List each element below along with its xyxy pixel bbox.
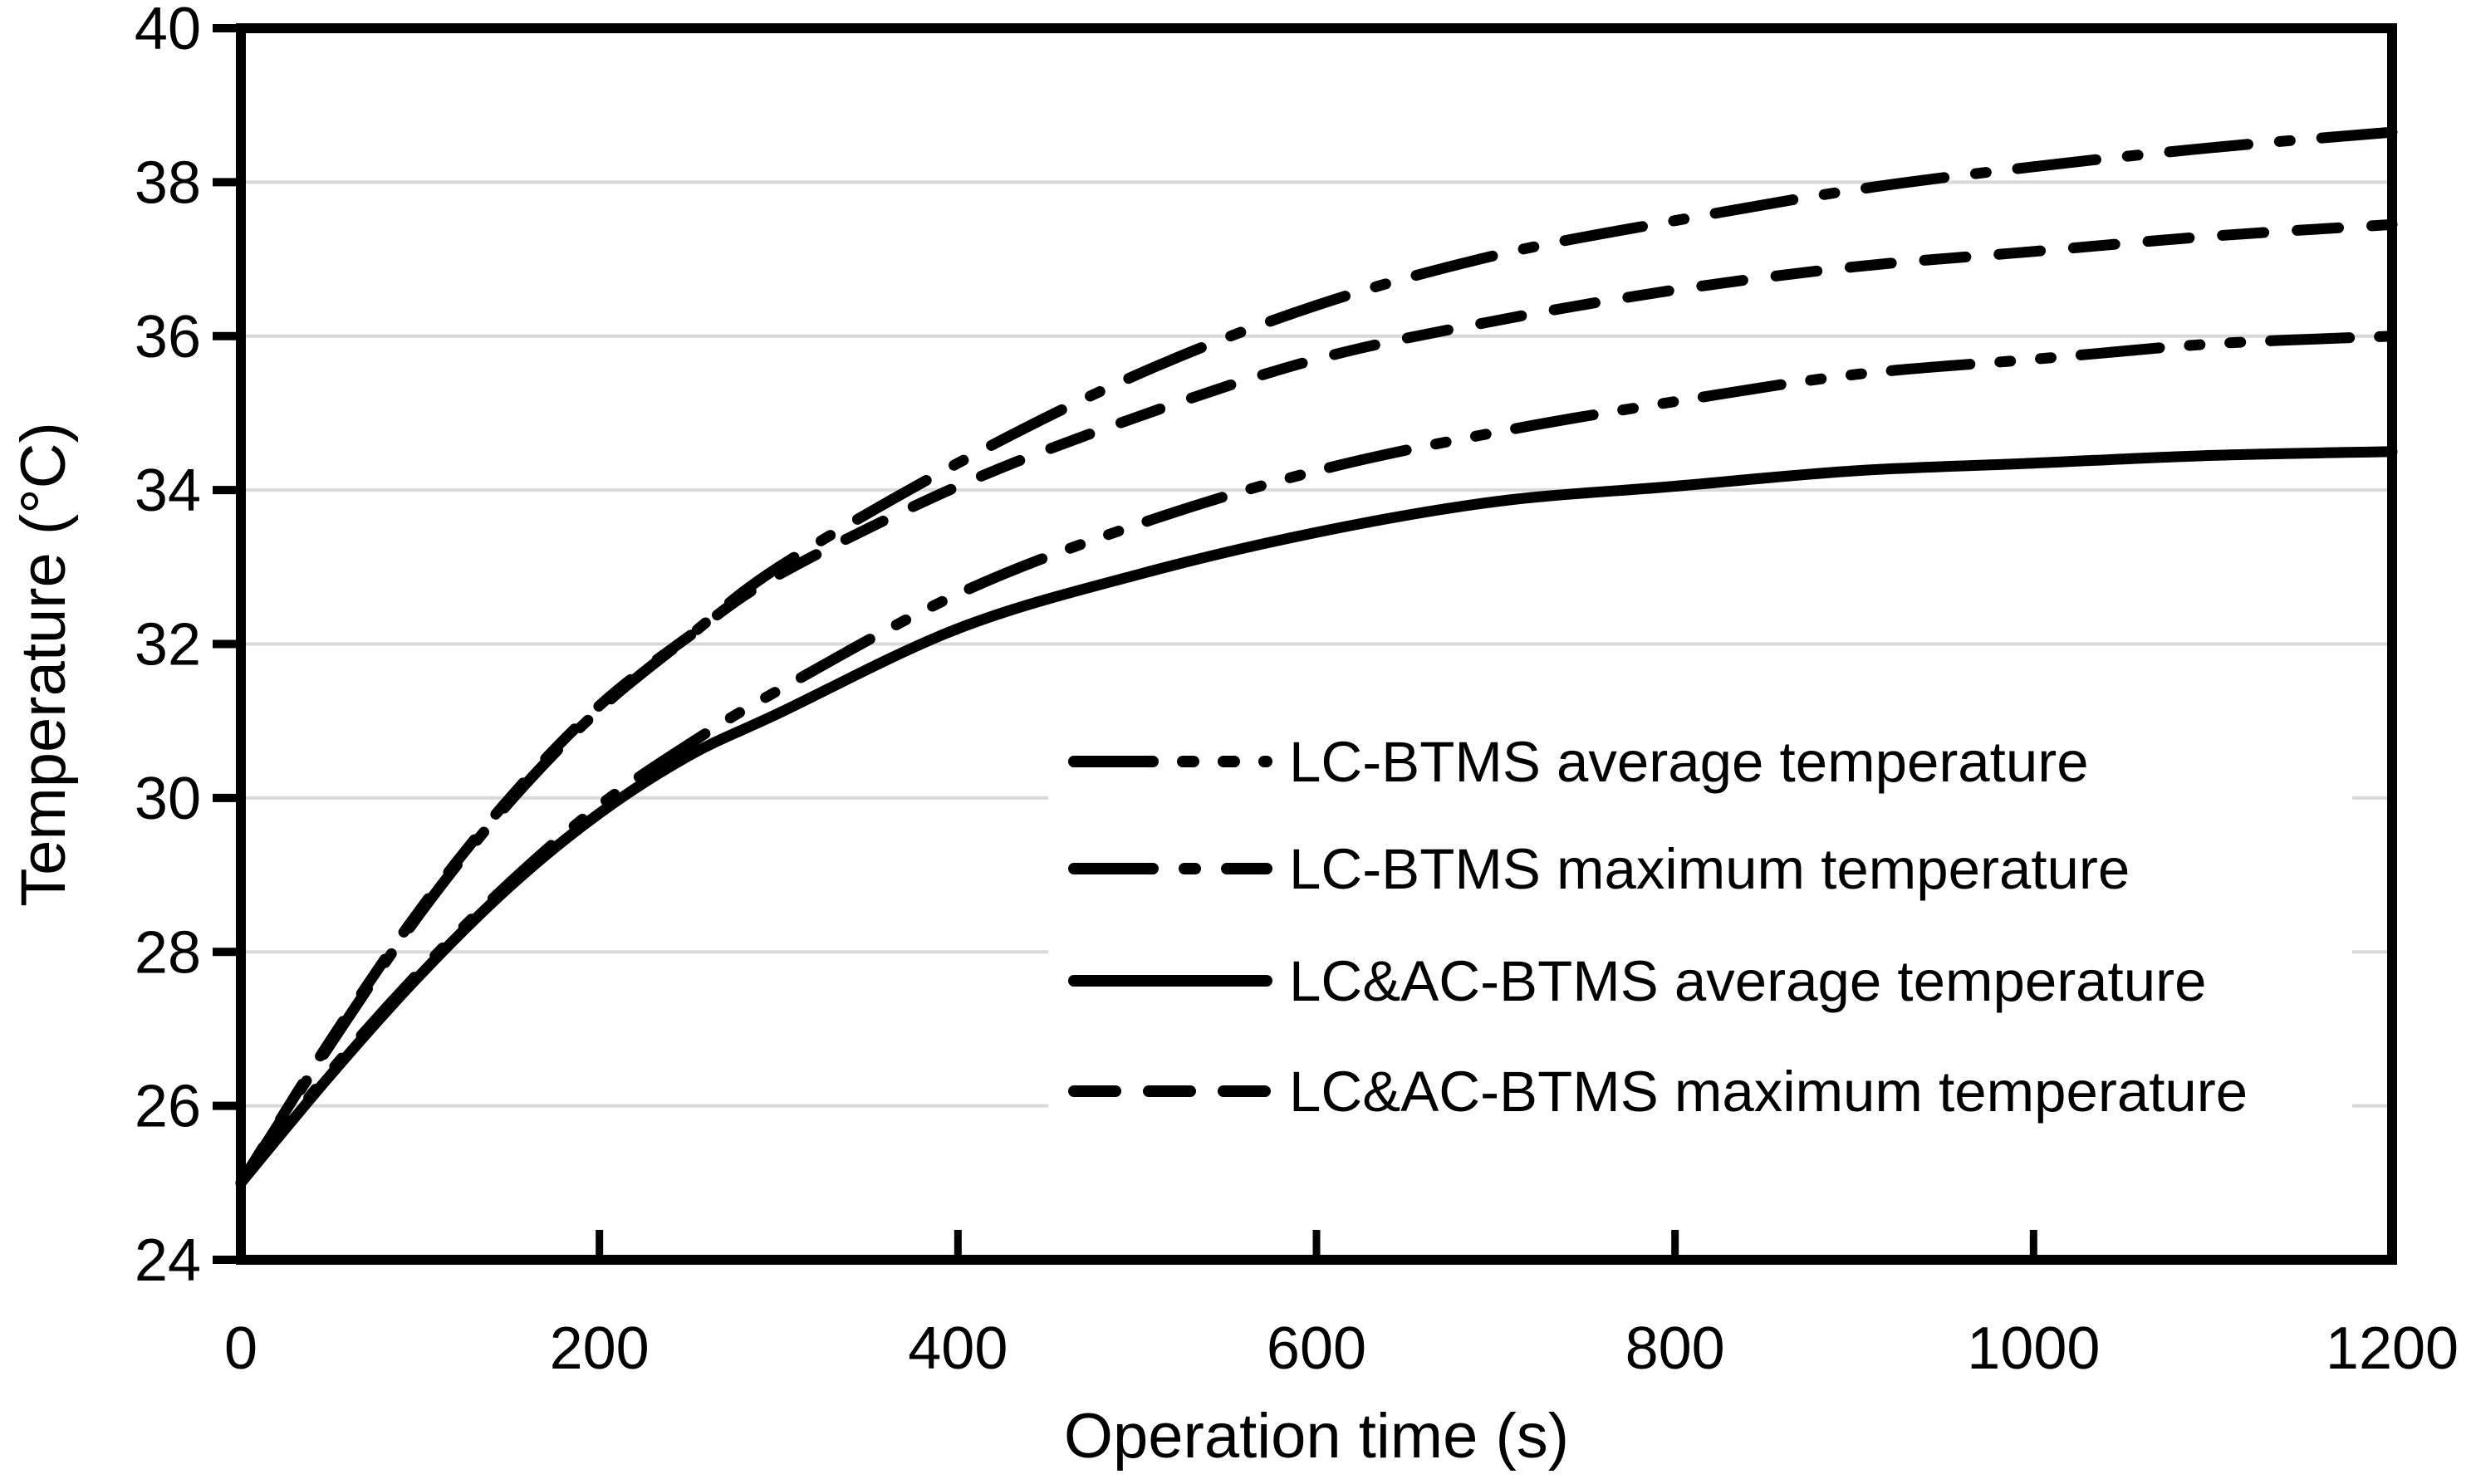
y-tick-label: 26 [135, 1074, 201, 1140]
y-axis-title: Temperature (°C) [8, 422, 79, 907]
legend-item: LC-BTMS maximum temperature [1068, 837, 2130, 901]
plot-border [236, 23, 2397, 1265]
series-lines [235, 126, 2398, 1188]
x-tick-label: 800 [1625, 1315, 1725, 1382]
x-axis-title: Operation time (s) [1064, 1401, 1569, 1472]
y-tick-label: 34 [135, 458, 201, 524]
legend-label: LC&AC-BTMS average temperature [1289, 949, 2206, 1013]
x-tick-label: 0 [224, 1315, 257, 1382]
x-tick-label: 400 [908, 1315, 1008, 1382]
y-tick-labels: 24 26 28 30 32 34 36 38 40 [135, 0, 201, 1294]
x-tick-label: 600 [1267, 1315, 1366, 1382]
y-tick-label: 24 [135, 1227, 201, 1294]
y-tick-label: 28 [135, 919, 201, 986]
x-tick-label: 200 [550, 1315, 650, 1382]
legend-item: LC&AC-BTMS maximum temperature [1068, 1060, 2248, 1124]
series-line-1 [235, 126, 2398, 1188]
legend-item: LC-BTMS average temperature [1068, 730, 2089, 794]
y-tick-label: 30 [135, 766, 201, 832]
legend-background [1048, 716, 2352, 1138]
x-tick-label: 1000 [1967, 1315, 2100, 1382]
y-tick-label: 40 [135, 0, 201, 62]
y-tick-label: 36 [135, 304, 201, 370]
legend-label: LC-BTMS maximum temperature [1289, 837, 2130, 901]
legend: LC-BTMS average temperature LC-BTMS maxim… [1048, 716, 2352, 1138]
x-tick-labels: 0 200 400 600 800 1000 1200 [224, 1315, 2459, 1382]
legend-label: LC&AC-BTMS maximum temperature [1289, 1060, 2248, 1124]
legend-item: LC&AC-BTMS average temperature [1068, 949, 2206, 1013]
series-line-0 [235, 331, 2398, 1188]
x-tick-label: 1200 [2326, 1315, 2459, 1382]
series-line-2 [235, 446, 2398, 1188]
legend-label: LC-BTMS average temperature [1289, 730, 2089, 794]
series-line-3 [235, 218, 2398, 1188]
y-tick-label: 38 [135, 149, 201, 216]
y-tick-label: 32 [135, 612, 201, 678]
